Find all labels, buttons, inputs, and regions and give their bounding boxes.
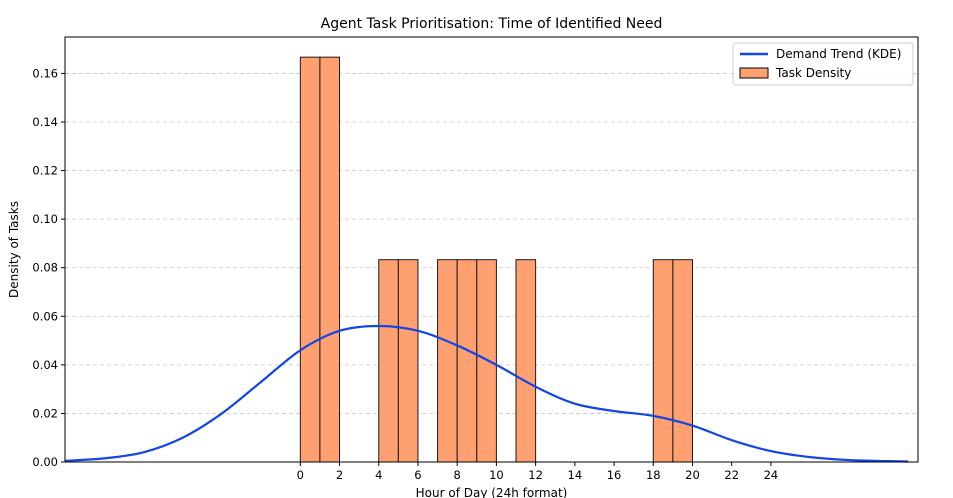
legend-label-density: Task Density [775,66,851,80]
y-tick-label: 0.04 [32,358,58,372]
legend: Demand Trend (KDE) Task Density [732,42,914,86]
x-tick-label: 20 [685,468,700,482]
histogram-bar [515,259,537,463]
x-tick-label: 0 [297,468,304,482]
kde-line-layer [64,324,909,463]
y-tick-label: 0.12 [32,164,58,178]
legend-label-kde: Demand Trend (KDE) [776,47,901,61]
y-tick-label: 0.02 [32,406,58,420]
y-axis-label: Density of Tasks [7,201,21,298]
legend-box [732,42,914,86]
x-tick-label: 16 [607,468,622,482]
x-tick-label: 2 [336,468,343,482]
histogram-bar [672,259,693,463]
x-tick-label: 24 [764,468,779,482]
x-tick-label: 18 [646,468,661,482]
histogram-bar [397,259,419,463]
y-tick-label: 0.00 [32,455,58,469]
kde-line [64,324,909,463]
histogram-bar [437,259,458,463]
x-tick-label: 22 [724,468,739,482]
y-tick-label: 0.14 [32,115,58,129]
grid-layer [65,73,918,414]
plot-frame [64,36,919,463]
chart-title: Agent Task Prioritisation: Time of Ident… [321,16,663,32]
x-tick-label: 14 [568,468,583,482]
x-tick-label: 4 [375,468,382,482]
histogram-bar [299,56,321,463]
x-axis-label: Hour of Day (24h format) [416,486,568,498]
y-tick-label: 0.16 [32,66,58,80]
y-tick-label: 0.10 [32,212,58,226]
y-tick-label: 0.08 [32,261,58,275]
histogram-bar [652,259,674,463]
x-tick-label: 12 [528,468,543,482]
axis-ticks: 0.000.020.040.060.080.100.120.140.160 2 4 6… [32,66,778,482]
y-tick-label: 0.06 [32,309,58,323]
x-tick-label: 6 [414,468,421,482]
histogram-bar [319,56,341,463]
histogram-bar [456,259,478,463]
x-tick-label: 8 [454,468,461,482]
x-tick-label: 10 [489,468,504,482]
histogram-bar [378,259,399,463]
legend-swatch-density [739,67,769,79]
